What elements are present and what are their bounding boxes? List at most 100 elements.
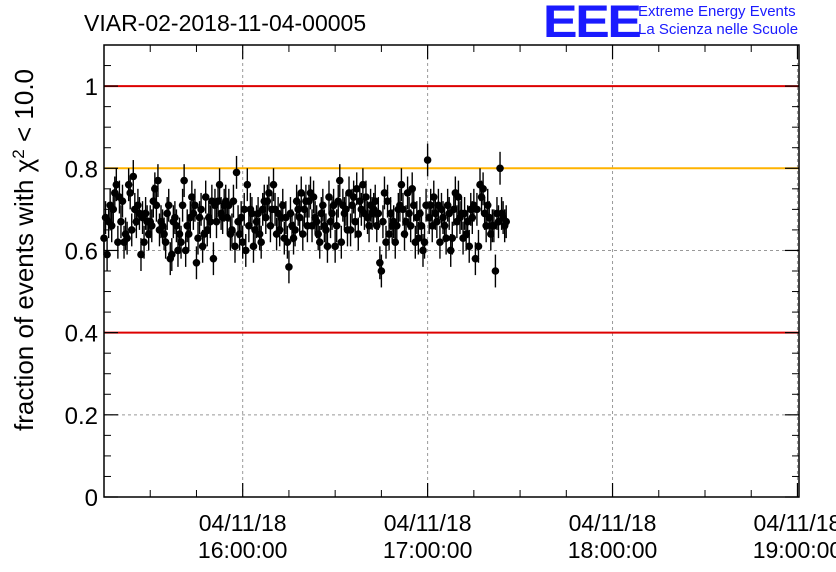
data-point xyxy=(140,225,148,259)
data-point xyxy=(448,221,457,255)
data-point xyxy=(123,221,131,255)
data-marker xyxy=(392,222,401,230)
data-point xyxy=(349,180,358,214)
y-tick-label: 0.8 xyxy=(65,156,98,183)
data-point xyxy=(118,184,127,218)
logo-caption: Extreme Energy Events La Scienza nelle S… xyxy=(638,3,798,39)
data-marker xyxy=(382,238,390,247)
data-marker xyxy=(152,201,161,210)
data-marker xyxy=(197,205,205,214)
data-marker xyxy=(423,156,432,164)
data-marker xyxy=(255,230,264,238)
data-point xyxy=(406,209,415,243)
data-marker xyxy=(337,238,346,247)
data-marker xyxy=(440,222,449,230)
y-tick-label: 0.6 xyxy=(65,238,98,265)
y-tick-label: 0.2 xyxy=(65,403,98,430)
data-point xyxy=(164,188,173,222)
data-marker xyxy=(335,176,344,185)
data-marker xyxy=(289,234,298,242)
data-marker xyxy=(129,172,138,181)
data-marker xyxy=(147,222,156,230)
data-marker xyxy=(416,209,424,218)
data-marker xyxy=(397,180,406,189)
data-marker xyxy=(414,234,423,242)
data-marker xyxy=(400,230,409,238)
data-marker xyxy=(352,185,361,193)
data-point xyxy=(257,225,265,259)
data-point xyxy=(420,225,429,259)
data-point xyxy=(291,213,299,247)
data-point xyxy=(454,180,463,214)
data-point xyxy=(460,197,469,230)
data-point xyxy=(285,250,293,284)
data-marker xyxy=(471,254,480,263)
x-axis-ticks: 04/11/1816:00:0004/11/1817:00:0004/11/18… xyxy=(103,45,836,563)
data-marker xyxy=(107,222,116,230)
grid-lines xyxy=(104,45,799,497)
data-marker xyxy=(491,267,500,275)
data-marker xyxy=(275,226,284,234)
data-point xyxy=(426,188,435,222)
data-marker xyxy=(126,189,134,197)
data-point xyxy=(240,192,249,226)
data-point xyxy=(331,229,339,263)
data-marker xyxy=(291,226,299,234)
y-tick-label: 0 xyxy=(85,485,98,512)
logo-line-1: Extreme Energy Events xyxy=(638,3,796,20)
data-marker xyxy=(408,185,417,193)
data-point xyxy=(491,254,500,288)
data-point xyxy=(191,188,199,222)
data-marker xyxy=(325,193,333,201)
data-marker xyxy=(502,217,511,226)
data-marker xyxy=(346,226,355,234)
plot-frame xyxy=(103,44,800,498)
data-point xyxy=(241,234,250,267)
data-marker xyxy=(354,230,363,238)
data-marker xyxy=(195,213,204,222)
data-marker xyxy=(465,242,474,251)
data-points xyxy=(100,143,511,288)
data-marker xyxy=(298,230,307,238)
data-marker xyxy=(409,201,418,210)
data-point xyxy=(298,217,307,251)
data-marker xyxy=(172,222,181,230)
data-point xyxy=(229,184,238,218)
data-point xyxy=(237,201,245,235)
data-marker xyxy=(283,238,292,247)
data-point xyxy=(346,213,355,247)
data-marker xyxy=(323,242,332,251)
data-point xyxy=(178,188,187,222)
x-tick-label-date: 04/11/18 xyxy=(754,510,836,536)
data-point xyxy=(201,180,210,214)
data-marker xyxy=(322,226,330,234)
data-marker xyxy=(168,250,176,259)
data-marker xyxy=(406,222,415,230)
data-marker xyxy=(237,213,245,222)
data-point xyxy=(206,205,215,239)
data-point xyxy=(417,209,426,243)
data-marker xyxy=(231,242,239,251)
x-tick-label-date: 04/11/18 xyxy=(569,510,657,536)
data-marker xyxy=(257,238,265,247)
data-point xyxy=(377,254,386,288)
data-point xyxy=(248,197,256,230)
data-marker xyxy=(112,180,121,189)
data-marker xyxy=(206,217,215,226)
data-marker xyxy=(419,246,427,255)
data-marker xyxy=(134,201,142,210)
data-point xyxy=(332,209,341,243)
data-marker xyxy=(241,246,250,255)
data-point xyxy=(117,205,125,239)
data-point xyxy=(181,234,190,267)
x-tick-label-date: 04/11/18 xyxy=(199,510,287,536)
data-point xyxy=(232,155,241,189)
data-marker xyxy=(442,234,450,242)
data-marker xyxy=(164,201,173,210)
data-marker xyxy=(312,217,321,226)
data-marker xyxy=(319,201,327,210)
y-axis-ticks: 0 0.2 0.4 0.6 0.8 1 xyxy=(65,65,799,512)
data-marker xyxy=(191,201,199,210)
data-marker xyxy=(371,197,380,205)
data-marker xyxy=(215,180,224,189)
